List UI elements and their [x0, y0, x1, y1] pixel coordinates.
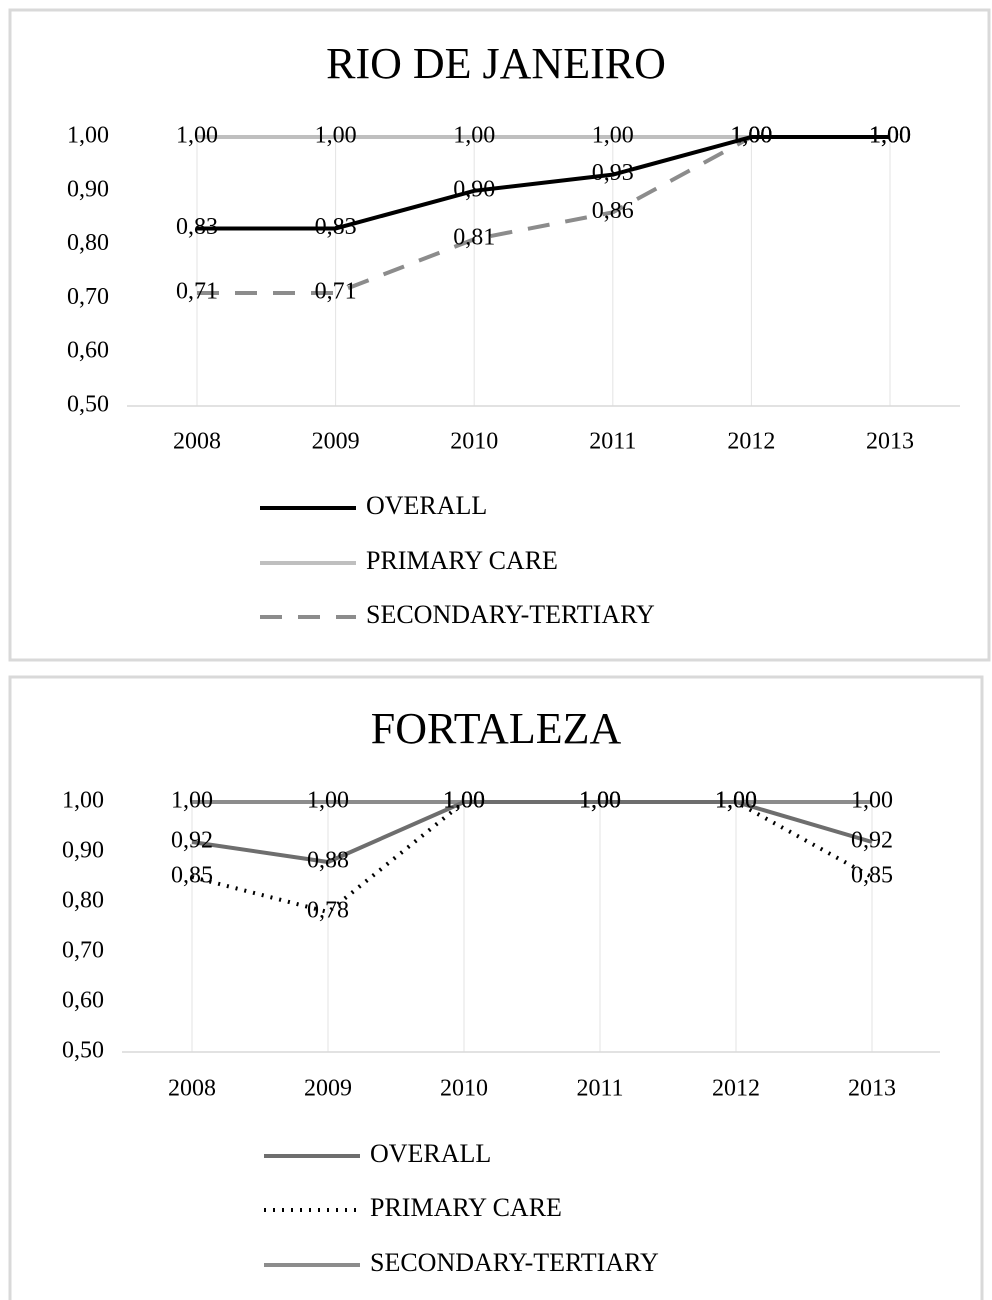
legend-label: OVERALL	[366, 491, 487, 520]
data-label: 0,85	[171, 863, 213, 889]
y-tick-label: 0,80	[67, 230, 109, 256]
y-tick-label: 0,80	[62, 888, 104, 914]
data-label: 1,00	[315, 123, 357, 149]
x-tick-label: 2013	[866, 429, 914, 455]
data-label: 0,78	[307, 898, 349, 924]
panel	[8, 8, 991, 662]
y-tick-label: 1,00	[67, 123, 109, 149]
x-tick-label: 2010	[440, 1076, 488, 1102]
x-tick-label: 2011	[576, 1076, 623, 1102]
data-label: 1,00	[730, 123, 772, 149]
data-label: 1,00	[715, 788, 757, 814]
data-label: 1,00	[443, 788, 485, 814]
data-label: 1,00	[715, 788, 757, 814]
data-label: 0,71	[315, 279, 357, 305]
data-label: 0,81	[453, 225, 495, 251]
chart-title: RIO DE JANEIRO	[326, 39, 666, 88]
legend-label: SECONDARY-TERTIARY	[366, 600, 655, 629]
data-label: 1,00	[592, 123, 634, 149]
y-tick-label: 0,90	[67, 176, 109, 202]
data-label: 1,00	[579, 788, 621, 814]
data-label: 1,00	[579, 788, 621, 814]
data-label: 0,92	[851, 828, 893, 854]
series-line	[191, 800, 873, 915]
data-label: 1,00	[579, 788, 621, 814]
x-tick-label: 2012	[712, 1076, 760, 1102]
data-label: 0,86	[592, 198, 634, 224]
data-label: 0,83	[176, 214, 218, 240]
data-label: 1,00	[171, 788, 213, 814]
data-label: 0,85	[851, 863, 893, 889]
data-label: 1,00	[869, 123, 911, 149]
data-label: 0,92	[171, 828, 213, 854]
y-tick-label: 0,50	[67, 392, 109, 418]
x-tick-label: 2012	[727, 429, 775, 455]
series-line	[191, 800, 873, 865]
data-label: 0,93	[592, 160, 634, 186]
chart-title: FORTALEZA	[371, 704, 622, 753]
x-tick-label: 2009	[304, 1076, 352, 1102]
data-label: 1,00	[869, 123, 911, 149]
y-tick-label: 0,60	[62, 988, 104, 1014]
legend-label: SECONDARY-TERTIARY	[370, 1248, 659, 1277]
data-label: 1,00	[443, 788, 485, 814]
series-line	[197, 135, 890, 231]
data-label: 1,00	[307, 788, 349, 814]
data-label: 1,00	[453, 123, 495, 149]
x-tick-label: 2008	[168, 1076, 216, 1102]
data-label: 0,88	[307, 848, 349, 874]
y-tick-label: 0,90	[62, 838, 104, 864]
data-label: 1,00	[851, 788, 893, 814]
x-tick-label: 2013	[848, 1076, 896, 1102]
data-label: 0,83	[315, 214, 357, 240]
x-tick-label: 2008	[173, 429, 221, 455]
data-label: 0,71	[176, 279, 218, 305]
x-tick-label: 2011	[589, 429, 636, 455]
y-tick-label: 0,70	[62, 938, 104, 964]
legend-label: PRIMARY CARE	[366, 546, 558, 575]
data-label: 1,00	[730, 123, 772, 149]
legend-label: OVERALL	[370, 1139, 491, 1168]
data-label: 1,00	[730, 123, 772, 149]
panel	[8, 675, 984, 1300]
data-label: 1,00	[715, 788, 757, 814]
x-tick-label: 2009	[312, 429, 360, 455]
y-tick-label: 1,00	[62, 788, 104, 814]
data-label: 0,90	[453, 176, 495, 202]
x-tick-label: 2010	[450, 429, 498, 455]
legend-label: PRIMARY CARE	[370, 1193, 562, 1222]
data-label: 1,00	[443, 788, 485, 814]
data-label: 1,00	[176, 123, 218, 149]
y-tick-label: 0,50	[62, 1038, 104, 1064]
y-tick-label: 0,70	[67, 284, 109, 310]
y-tick-label: 0,60	[67, 338, 109, 364]
data-label: 1,00	[869, 123, 911, 149]
